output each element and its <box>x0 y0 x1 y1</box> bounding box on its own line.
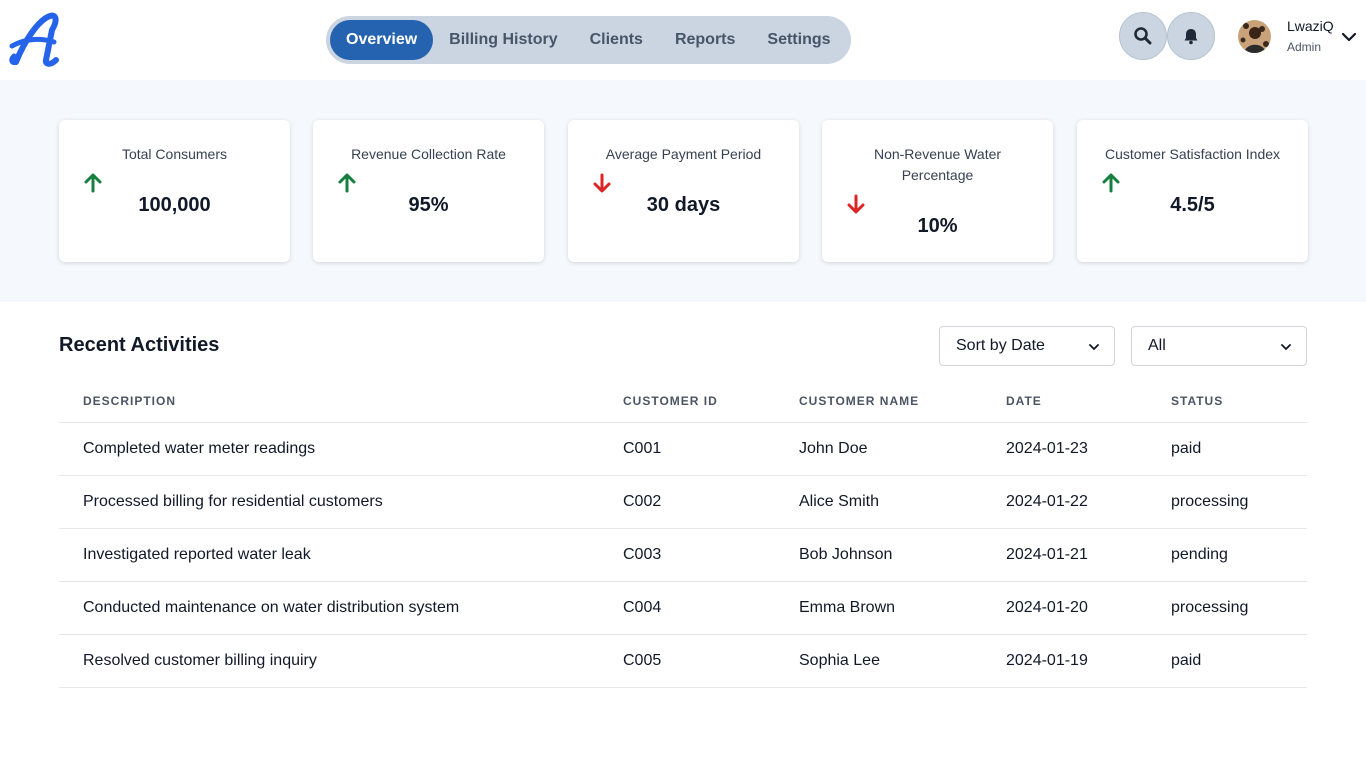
search-button[interactable] <box>1119 12 1167 60</box>
cell-description: Processed billing for residential custom… <box>59 475 599 529</box>
cell-date: 2024-01-23 <box>982 422 1147 476</box>
cell-customer-id: C001 <box>599 422 775 476</box>
notifications-button[interactable] <box>1167 12 1215 60</box>
cell-customer-name: Bob Johnson <box>775 528 982 582</box>
stat-value: 95% <box>408 194 449 216</box>
stat-card-non-revenue-water: Non-Revenue Water Percentage 10% <box>822 120 1053 262</box>
stat-value: 100,000 <box>138 194 211 216</box>
table-row[interactable]: Investigated reported water leak C003 Bo… <box>59 528 1307 582</box>
stats-section: Total Consumers 100,000 Revenue Collecti… <box>0 80 1366 302</box>
cell-description: Completed water meter readings <box>59 422 599 476</box>
arrow-up-icon <box>1102 173 1120 193</box>
cell-status: processing <box>1147 475 1307 529</box>
user-role: Admin <box>1287 40 1322 54</box>
status-filter-value: All <box>1148 337 1166 354</box>
cell-customer-id: C003 <box>599 528 775 582</box>
cell-customer-name: Sophia Lee <box>775 634 982 688</box>
stat-title: Customer Satisfaction Index <box>1104 146 1281 162</box>
activities-table: DESCRIPTION CUSTOMER ID CUSTOMER NAME DA… <box>59 380 1307 688</box>
column-header-customer-name: CUSTOMER NAME <box>775 380 982 423</box>
cell-description: Investigated reported water leak <box>59 528 599 582</box>
stat-card-revenue-collection-rate: Revenue Collection Rate 95% <box>313 120 544 262</box>
stat-value: 4.5/5 <box>1170 194 1215 216</box>
stat-title: Non-Revenue Water Percentage <box>873 146 1002 183</box>
cell-customer-name: Alice Smith <box>775 475 982 529</box>
column-header-date: DATE <box>982 380 1147 423</box>
cell-description: Conducted maintenance on water distribut… <box>59 581 599 635</box>
sort-select-value: Sort by Date <box>956 337 1045 354</box>
stat-title: Total Consumers <box>121 146 228 162</box>
bell-icon <box>1184 29 1198 45</box>
user-name: LwaziQ <box>1287 18 1334 34</box>
cell-status: paid <box>1147 634 1307 688</box>
tab-overview[interactable]: Overview <box>330 20 434 60</box>
search-icon <box>1134 27 1152 45</box>
arrow-up-icon <box>84 173 102 193</box>
cell-description: Resolved customer billing inquiry <box>59 634 599 688</box>
avatar[interactable] <box>1238 20 1271 53</box>
tab-billing-history[interactable]: Billing History <box>449 31 558 48</box>
table-row[interactable]: Resolved customer billing inquiry C005 S… <box>59 634 1307 688</box>
section-title-recent-activities: Recent Activities <box>59 334 220 356</box>
column-header-status: STATUS <box>1147 380 1307 423</box>
cell-date: 2024-01-19 <box>982 634 1147 688</box>
cell-customer-name: Emma Brown <box>775 581 982 635</box>
script-a-logo[interactable] <box>6 12 62 68</box>
arrow-up-icon <box>338 173 356 193</box>
stat-value: 30 days <box>646 194 721 216</box>
column-header-customer-id: CUSTOMER ID <box>599 380 775 423</box>
stat-card-total-consumers: Total Consumers 100,000 <box>59 120 290 262</box>
tab-clients[interactable]: Clients <box>589 31 643 48</box>
stat-title: Average Payment Period <box>605 146 762 162</box>
main-nav: Overview Billing History Clients Reports… <box>326 16 851 64</box>
table-row[interactable]: Conducted maintenance on water distribut… <box>59 581 1307 635</box>
cell-date: 2024-01-22 <box>982 475 1147 529</box>
cell-customer-id: C005 <box>599 634 775 688</box>
sort-select[interactable]: Sort by Date <box>939 326 1115 366</box>
arrow-down-icon <box>593 173 611 193</box>
cell-status: processing <box>1147 581 1307 635</box>
tab-settings[interactable]: Settings <box>767 31 831 48</box>
stat-value: 10% <box>917 215 958 237</box>
cell-status: pending <box>1147 528 1307 582</box>
table-header-row: DESCRIPTION CUSTOMER ID CUSTOMER NAME DA… <box>59 380 1307 423</box>
cell-date: 2024-01-20 <box>982 581 1147 635</box>
arrow-down-icon <box>847 194 865 214</box>
column-header-description: DESCRIPTION <box>59 380 599 423</box>
table-row[interactable]: Completed water meter readings C001 John… <box>59 422 1307 476</box>
chevron-down-icon[interactable] <box>1341 30 1357 44</box>
cell-status: paid <box>1147 422 1307 476</box>
cell-customer-id: C002 <box>599 475 775 529</box>
chevron-down-icon <box>1089 344 1099 350</box>
cell-customer-id: C004 <box>599 581 775 635</box>
stat-card-customer-satisfaction: Customer Satisfaction Index 4.5/5 <box>1077 120 1308 262</box>
cell-customer-name: John Doe <box>775 422 982 476</box>
table-row[interactable]: Processed billing for residential custom… <box>59 475 1307 529</box>
cell-date: 2024-01-21 <box>982 528 1147 582</box>
status-filter-select[interactable]: All <box>1131 326 1307 366</box>
stat-title: Revenue Collection Rate <box>351 146 506 162</box>
tab-reports[interactable]: Reports <box>674 31 736 48</box>
stat-card-average-payment-period: Average Payment Period 30 days <box>568 120 799 262</box>
top-header: Overview Billing History Clients Reports… <box>0 0 1366 80</box>
chevron-down-icon <box>1281 344 1291 350</box>
